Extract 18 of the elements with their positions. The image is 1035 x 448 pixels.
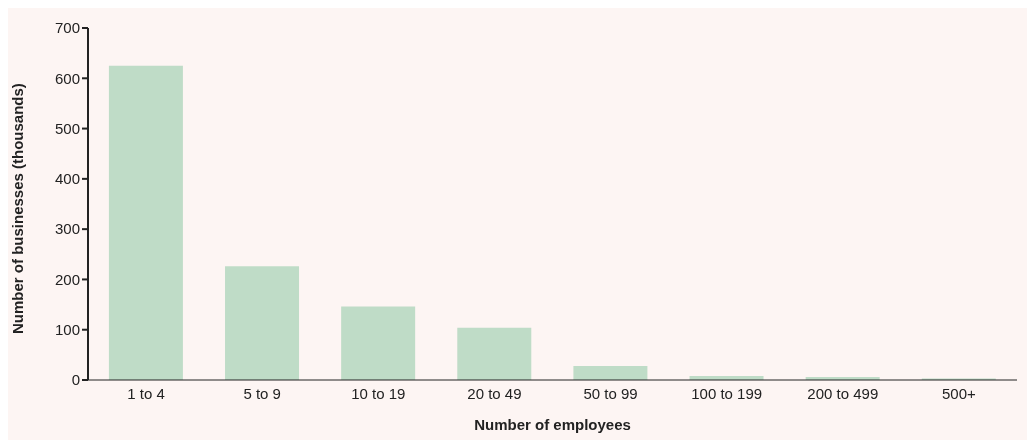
x-tick-label: 10 to 19	[351, 384, 406, 402]
x-tick-label: 100 to 199	[691, 384, 763, 402]
x-axis-title: Number of employees	[474, 416, 631, 433]
y-tick-label: 100	[54, 321, 80, 339]
y-tick-label: 400	[54, 170, 80, 188]
y-tick-label: 200	[54, 270, 80, 288]
x-tick-label: 50 to 99	[583, 384, 638, 402]
x-tick-label: 500+	[942, 384, 977, 402]
x-tick-label: 5 to 9	[243, 384, 281, 402]
y-tick-label: 0	[71, 371, 80, 389]
x-tick-label: 20 to 49	[467, 384, 522, 402]
y-tick-label: 700	[54, 19, 80, 37]
y-tick-label: 500	[54, 119, 80, 137]
y-axis-title: Number of businesses (thousands)	[9, 83, 27, 334]
y-tick-label: 600	[54, 69, 80, 87]
y-tick-label: 300	[54, 220, 80, 238]
x-tick-label: 1 to 4	[127, 384, 165, 402]
x-tick-label: 200 to 499	[807, 384, 879, 402]
